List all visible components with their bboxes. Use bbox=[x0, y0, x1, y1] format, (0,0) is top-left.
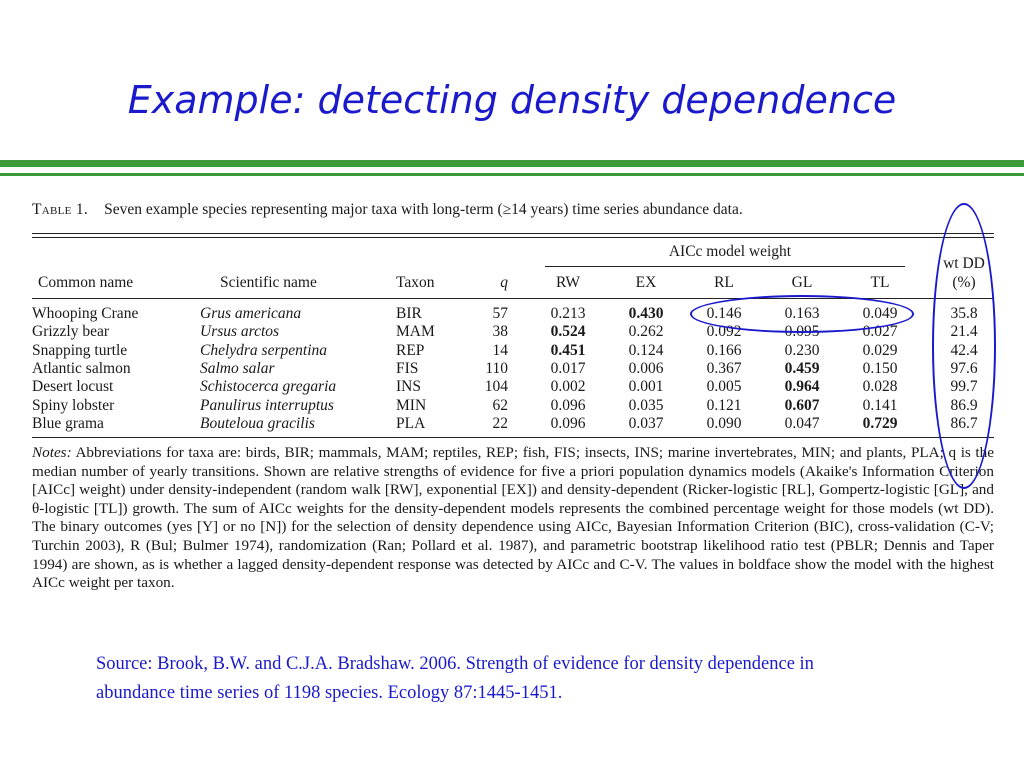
cell-scientific: Schistocerca gregaria bbox=[200, 378, 337, 396]
cell-gl: 0.607 bbox=[784, 396, 820, 414]
cell-rw: 0.017 bbox=[550, 359, 586, 377]
cell-tl: 0.729 bbox=[862, 414, 898, 432]
cell-q: 14 bbox=[492, 341, 509, 359]
cell-taxon: REP bbox=[396, 341, 425, 359]
slide-title: Example: detecting density dependence bbox=[127, 78, 897, 122]
cell-rw: 0.096 bbox=[550, 396, 586, 414]
highlight-ellipse-whooping-crane-dd bbox=[690, 295, 914, 333]
cell-rl: 0.166 bbox=[706, 341, 742, 359]
cell-q: 104 bbox=[484, 378, 508, 396]
cell-rw: 0.213 bbox=[550, 305, 586, 322]
header-taxon: Taxon bbox=[396, 274, 435, 291]
header-tl: TL bbox=[870, 274, 890, 291]
cell-rl: 0.121 bbox=[706, 396, 742, 414]
aic-group-header: AICc model weight bbox=[668, 243, 792, 260]
cell-q: 62 bbox=[492, 396, 509, 414]
table-caption: Table 1. Seven example species representi… bbox=[32, 201, 743, 219]
cell-tl: 0.029 bbox=[862, 341, 898, 359]
table-label: Table 1. bbox=[32, 201, 89, 218]
title-divider-thin bbox=[0, 173, 1024, 176]
cell-tl: 0.141 bbox=[862, 396, 898, 414]
cell-tl: 0.028 bbox=[862, 378, 898, 396]
cell-q: 110 bbox=[485, 359, 508, 377]
aic-group-rule bbox=[545, 266, 905, 267]
cell-tl: 0.150 bbox=[862, 359, 898, 377]
cell-rw: 0.451 bbox=[550, 341, 586, 359]
header-rl: RL bbox=[714, 274, 734, 291]
cell-ex: 0.430 bbox=[628, 305, 664, 322]
table-top-rule-2 bbox=[32, 237, 994, 238]
table-header-rule bbox=[32, 298, 994, 299]
cell-scientific: Ursus arctos bbox=[200, 323, 280, 341]
cell-scientific: Bouteloua gracilis bbox=[200, 414, 315, 432]
cell-gl: 0.964 bbox=[784, 378, 820, 396]
cell-q: 22 bbox=[492, 414, 509, 432]
cell-common: Grizzly bear bbox=[32, 323, 110, 341]
cell-gl: 0.230 bbox=[784, 341, 820, 359]
cell-ex: 0.006 bbox=[628, 359, 664, 377]
cell-taxon: MIN bbox=[396, 396, 427, 414]
header-q: q bbox=[500, 274, 508, 291]
cell-ex: 0.262 bbox=[628, 323, 664, 341]
table-top-rule bbox=[32, 233, 994, 234]
cell-taxon: PLA bbox=[396, 414, 426, 432]
notes-text: Abbreviations for taxa are: birds, BIR; … bbox=[32, 444, 994, 592]
cell-gl: 0.459 bbox=[784, 359, 820, 377]
cell-scientific: Grus americana bbox=[200, 305, 302, 322]
cell-ex: 0.037 bbox=[628, 414, 664, 432]
cell-ex: 0.001 bbox=[628, 378, 664, 396]
cell-scientific: Panulirus interruptus bbox=[200, 396, 334, 414]
header-scientific-name: Scientific name bbox=[220, 274, 317, 291]
cell-ex: 0.124 bbox=[628, 341, 664, 359]
cell-rw: 0.524 bbox=[550, 323, 586, 341]
cell-ex: 0.035 bbox=[628, 396, 664, 414]
cell-gl: 0.047 bbox=[784, 414, 820, 432]
source-citation: Source: Brook, B.W. and C.J.A. Bradshaw.… bbox=[96, 654, 814, 703]
notes-label: Notes: bbox=[32, 444, 72, 461]
cell-common: Snapping turtle bbox=[32, 341, 128, 359]
cell-scientific: Salmo salar bbox=[200, 359, 275, 377]
cell-rl: 0.090 bbox=[706, 414, 742, 432]
cell-taxon: INS bbox=[396, 378, 421, 396]
header-rw: RW bbox=[555, 274, 581, 291]
cell-rw: 0.002 bbox=[550, 378, 586, 396]
table-notes: Notes: Abbreviations for taxa are: birds… bbox=[32, 444, 994, 593]
highlight-ellipse-wt-dd-column bbox=[932, 203, 996, 489]
cell-common: Spiny lobster bbox=[32, 396, 115, 414]
cell-taxon: FIS bbox=[396, 359, 419, 377]
cell-q: 57 bbox=[492, 305, 509, 322]
cell-taxon: BIR bbox=[396, 305, 422, 322]
cell-common: Blue grama bbox=[32, 414, 104, 432]
table-bottom-rule bbox=[32, 437, 994, 438]
cell-common: Atlantic salmon bbox=[32, 359, 131, 377]
cell-q: 38 bbox=[492, 323, 509, 341]
header-ex: EX bbox=[635, 274, 657, 291]
cell-taxon: MAM bbox=[396, 323, 435, 341]
cell-rl: 0.005 bbox=[706, 378, 742, 396]
cell-rl: 0.367 bbox=[706, 359, 742, 377]
cell-scientific: Chelydra serpentina bbox=[200, 341, 327, 359]
cell-rw: 0.096 bbox=[550, 414, 586, 432]
cell-common: Whooping Crane bbox=[32, 305, 139, 322]
header-common-name: Common name bbox=[38, 274, 134, 291]
title-divider-thick bbox=[0, 160, 1024, 167]
header-gl: GL bbox=[791, 274, 813, 291]
table-caption-text: Seven example species representing major… bbox=[104, 201, 743, 218]
cell-common: Desert locust bbox=[32, 378, 114, 396]
